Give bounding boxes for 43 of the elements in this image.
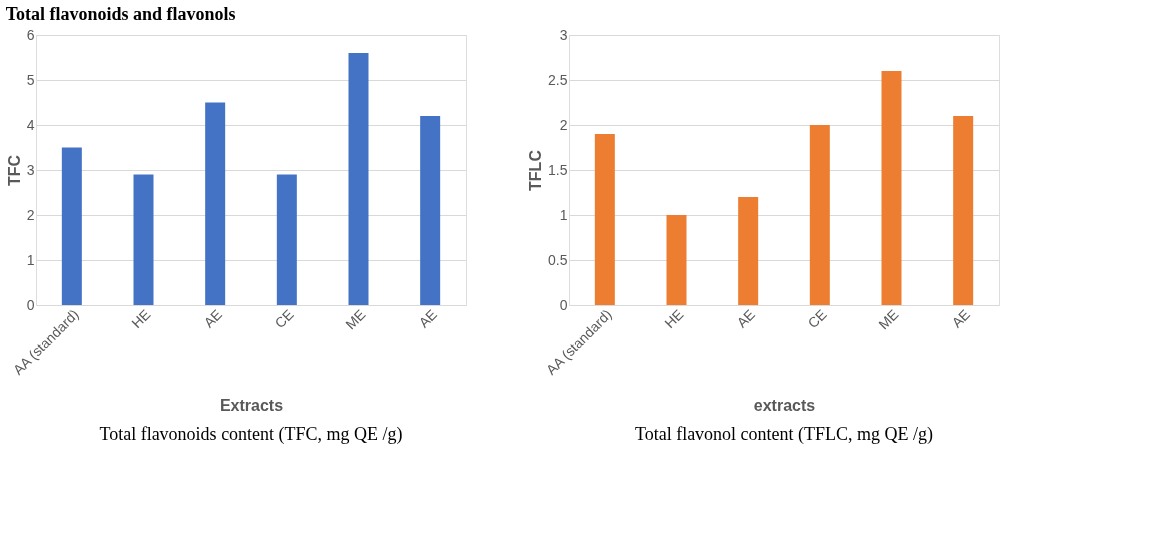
chart-title: Total flavonoids and flavonols <box>5 3 236 24</box>
x-tick-label: AE <box>733 306 759 331</box>
y-tick-label: 2.5 <box>548 71 568 88</box>
x-tick-label: AE <box>948 306 974 331</box>
y-tick-label: 0 <box>559 296 568 313</box>
x-tick-label: ME <box>342 306 369 333</box>
y-axis-title: TFLC <box>527 149 545 191</box>
text: Total flavonoids content (TFC, mg QE /g) <box>99 423 403 445</box>
x-axis-title: Extracts <box>219 397 284 415</box>
x-axis-title: extracts <box>753 397 816 415</box>
y-tick-label: 0 <box>26 296 35 313</box>
bar <box>666 215 687 305</box>
y-tick-label: 1.5 <box>548 161 568 178</box>
y-tick-label: 1 <box>26 251 35 268</box>
y-tick-label: 4 <box>26 116 35 133</box>
y-tick-label: 3 <box>26 161 35 178</box>
y-tick-label: 5 <box>26 71 35 88</box>
bar <box>594 134 615 305</box>
bar <box>276 174 297 305</box>
bar <box>133 174 154 305</box>
bar <box>61 147 82 305</box>
y-axis-title: TFC <box>5 154 23 187</box>
bar <box>809 125 830 305</box>
x-tick-label: CE <box>804 306 830 332</box>
bar <box>420 116 441 305</box>
x-tick-label: CE <box>271 306 297 332</box>
bar <box>348 53 369 305</box>
bar <box>881 71 902 305</box>
y-tick-label: 0.5 <box>548 251 568 268</box>
y-tick-label: 2 <box>26 206 35 223</box>
x-tick-label: AE <box>200 306 226 331</box>
bar <box>738 197 759 305</box>
y-tick-label: 1 <box>559 206 568 223</box>
x-tick-label: ME <box>875 306 902 333</box>
text: Total flavonol content (TFLC, mg QE /g) <box>634 423 934 445</box>
bar <box>953 116 974 305</box>
x-tick-label: HE <box>128 306 154 332</box>
y-tick-label: 2 <box>559 116 568 133</box>
y-tick-label: 6 <box>26 26 35 43</box>
x-tick-label: HE <box>661 306 687 332</box>
y-tick-label: 3 <box>559 26 568 43</box>
x-tick-label: AE <box>415 306 441 331</box>
bar <box>205 102 226 305</box>
